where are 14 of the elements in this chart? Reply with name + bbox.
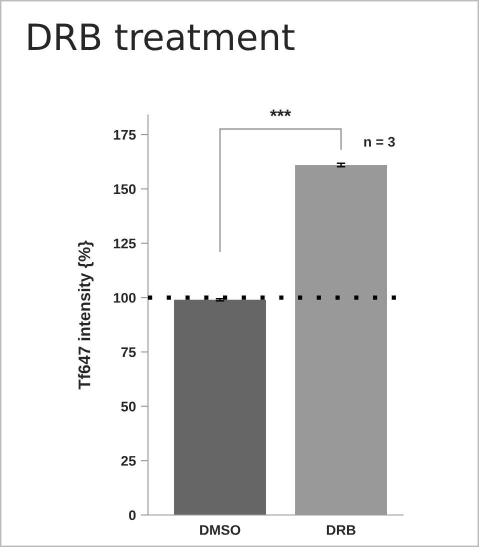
y-tick-label: 25 — [121, 456, 136, 466]
y-tick-label: 100 — [114, 292, 136, 303]
y-tick-label: 125 — [114, 238, 136, 248]
y-tick-label: 150 — [114, 184, 136, 194]
x-tick-label: DMSO — [200, 525, 240, 535]
y-tick-label: 175 — [114, 130, 136, 140]
annotation: n = 3 — [364, 136, 395, 147]
annotation: *** — [270, 110, 292, 116]
y-tick-label: 50 — [121, 402, 136, 412]
y-tick-label: 0 — [129, 510, 136, 520]
x-tick-label: DRB — [326, 525, 356, 535]
y-tick-label: 75 — [121, 347, 136, 358]
y-axis-title: Tf647 intensity {%} — [78, 240, 94, 390]
chart-title: DRB treatment — [28, 24, 294, 50]
